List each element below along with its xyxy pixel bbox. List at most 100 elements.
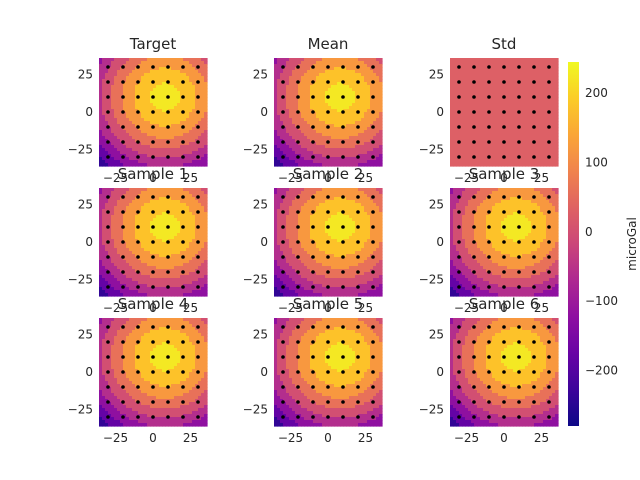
field-cell <box>379 85 383 89</box>
field-cell <box>307 133 311 137</box>
field-cell <box>286 61 290 65</box>
field-cell <box>277 115 281 119</box>
field-cell <box>373 151 377 155</box>
field-cell <box>144 115 148 119</box>
field-cell <box>453 154 457 158</box>
station-point <box>532 125 536 129</box>
field-cell <box>198 109 202 113</box>
field-cell <box>283 64 287 68</box>
field-cell <box>183 106 187 110</box>
field-cell <box>328 151 332 155</box>
field-cell <box>325 136 329 140</box>
field-cell <box>198 91 202 95</box>
field-cell <box>370 73 374 77</box>
field-cell <box>138 67 142 71</box>
field-cell <box>331 58 335 62</box>
field-cell <box>183 109 187 113</box>
field-cell <box>453 97 457 101</box>
field-cell <box>177 91 181 95</box>
field-cell <box>165 106 169 110</box>
field-cell <box>501 112 505 116</box>
field-cell <box>468 151 472 155</box>
field-cell <box>349 64 353 68</box>
field-cell <box>153 139 157 143</box>
field-cell <box>120 127 124 131</box>
station-point <box>166 125 170 129</box>
field-cell <box>498 103 502 107</box>
field-cell <box>286 76 290 80</box>
field-cell <box>337 82 341 86</box>
field-cell <box>132 130 136 134</box>
field-cell <box>507 145 511 149</box>
field-cell <box>156 139 160 143</box>
field-cell <box>298 97 302 101</box>
field-cell <box>358 157 362 161</box>
station-point <box>136 95 140 99</box>
field-cell <box>364 127 368 131</box>
field-cell <box>474 145 478 149</box>
field-cell <box>102 130 106 134</box>
field-cell <box>192 139 196 143</box>
field-cell <box>474 127 478 131</box>
field-cell <box>180 133 184 137</box>
field-cell <box>280 145 284 149</box>
field-cell <box>126 136 130 140</box>
field-cell <box>492 82 496 86</box>
field-cell <box>492 79 496 83</box>
field-cell <box>471 91 475 95</box>
field-cell <box>379 73 383 77</box>
field-cell <box>364 154 368 158</box>
field-cell <box>289 94 293 98</box>
field-cell <box>280 73 284 77</box>
field-cell <box>328 61 332 65</box>
field-cell <box>162 70 166 74</box>
field-cell <box>111 118 115 122</box>
field-cell <box>159 115 163 119</box>
field-cell <box>177 118 181 122</box>
field-cell <box>495 67 499 71</box>
field-cell <box>150 58 154 62</box>
field-cell <box>340 127 344 131</box>
station-point <box>532 80 536 84</box>
field-cell <box>489 67 493 71</box>
station-point <box>371 155 375 159</box>
field-cell <box>144 145 148 149</box>
field-cell <box>379 136 383 140</box>
field-cell <box>102 100 106 104</box>
field-cell <box>111 100 115 104</box>
field-cell <box>379 115 383 119</box>
field-cell <box>504 88 508 92</box>
field-cell <box>138 130 142 134</box>
field-cell <box>489 73 493 77</box>
field-cell <box>126 61 130 65</box>
field-cell <box>108 148 112 152</box>
field-cell <box>141 94 145 98</box>
field-cell <box>501 58 505 62</box>
field-cell <box>126 121 130 125</box>
station-point <box>326 65 330 69</box>
station-point <box>106 95 110 99</box>
field-cell <box>286 163 290 167</box>
field-cell <box>174 88 178 92</box>
field-cell <box>510 112 514 116</box>
field-cell <box>322 91 326 95</box>
field-cell <box>474 136 478 140</box>
field-cell <box>126 148 130 152</box>
field-cell <box>328 100 332 104</box>
station-point <box>457 80 461 84</box>
field-cell <box>477 151 481 155</box>
field-cell <box>114 82 118 86</box>
field-cell <box>349 130 353 134</box>
field-cell <box>379 151 383 155</box>
field-cell <box>183 139 187 143</box>
field-cell <box>313 73 317 77</box>
field-cell <box>495 151 499 155</box>
field-cell <box>156 97 160 101</box>
field-cell <box>111 82 115 86</box>
field-cell <box>504 139 508 143</box>
field-cell <box>165 142 169 146</box>
field-cell <box>183 100 187 104</box>
field-cell <box>108 133 112 137</box>
field-cell <box>462 94 466 98</box>
field-cell <box>516 73 520 77</box>
